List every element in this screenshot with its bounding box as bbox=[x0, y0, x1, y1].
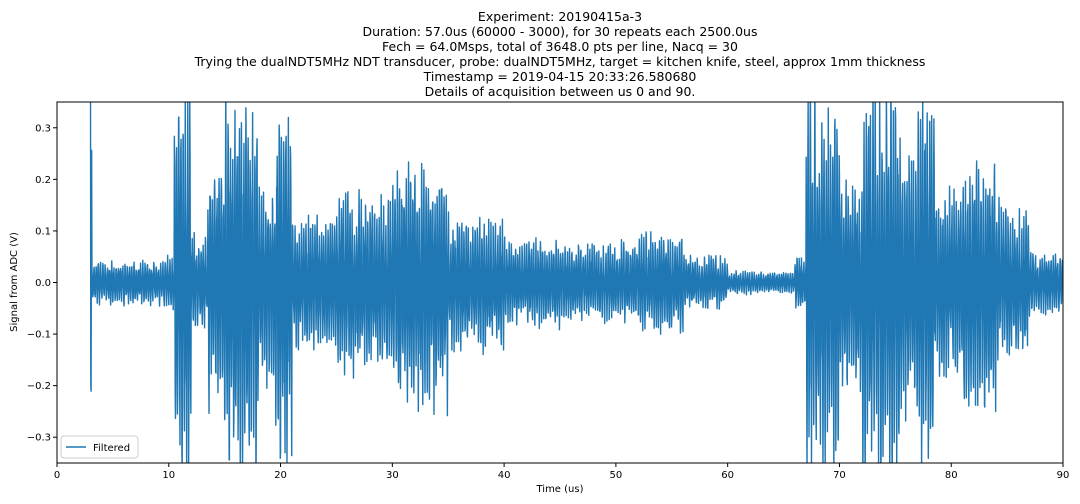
y-tick-label-2: −0.1 bbox=[27, 330, 51, 341]
legend-label-filtered: Filtered bbox=[93, 443, 130, 454]
x-tick-label-20: 20 bbox=[274, 470, 287, 481]
y-axis-label: Signal from ADC (V) bbox=[9, 232, 20, 332]
title-line-3: Fech = 64.0Msps, total of 3648.0 pts per… bbox=[382, 39, 738, 54]
axes-frame bbox=[56, 101, 1064, 464]
y-axis-ticks: −0.3 −0.2 −0.1 0.0 0.1 0.2 0.3 bbox=[27, 123, 57, 444]
x-tick-label-70: 70 bbox=[833, 470, 846, 481]
legend-box bbox=[60, 435, 139, 459]
x-tick-label-50: 50 bbox=[610, 470, 623, 481]
series-group bbox=[89, 102, 1063, 463]
x-tick-label-80: 80 bbox=[945, 470, 958, 481]
y-tick-label-0: −0.3 bbox=[27, 433, 51, 444]
x-tick-label-30: 30 bbox=[386, 470, 399, 481]
x-axis-label: Time (us) bbox=[535, 484, 583, 495]
y-tick-label-4: 0.1 bbox=[35, 226, 51, 237]
chart-title: Experiment: 20190415a-3 Duration: 57.0us… bbox=[57, 9, 1063, 99]
title-line-2: Duration: 57.0us (60000 - 3000), for 30 … bbox=[362, 24, 758, 39]
x-tick-label-60: 60 bbox=[721, 470, 734, 481]
x-tick-label-0: 0 bbox=[54, 470, 60, 481]
y-tick-label-6: 0.3 bbox=[35, 123, 51, 134]
x-tick-label-40: 40 bbox=[498, 470, 511, 481]
y-tick-label-1: −0.2 bbox=[27, 381, 51, 392]
x-tick-label-10: 10 bbox=[162, 470, 175, 481]
x-tick-label-90: 90 bbox=[1057, 470, 1070, 481]
y-tick-label-3: 0.0 bbox=[35, 278, 51, 289]
title-line-1: Experiment: 20190415a-3 bbox=[477, 9, 643, 24]
y-tick-label-5: 0.2 bbox=[35, 175, 51, 186]
title-line-5: Timestamp = 2019-04-15 20:33:26.580680 bbox=[423, 69, 697, 84]
x-axis-ticks: 0 10 20 30 40 50 60 70 80 90 bbox=[54, 463, 1070, 481]
title-line-6: Details of acquisition between us 0 and … bbox=[424, 84, 696, 99]
series-line-filtered bbox=[89, 102, 1063, 463]
title-line-4: Trying the dualNDT5MHz NDT transducer, p… bbox=[194, 54, 926, 69]
legend: Filtered bbox=[60, 435, 139, 459]
